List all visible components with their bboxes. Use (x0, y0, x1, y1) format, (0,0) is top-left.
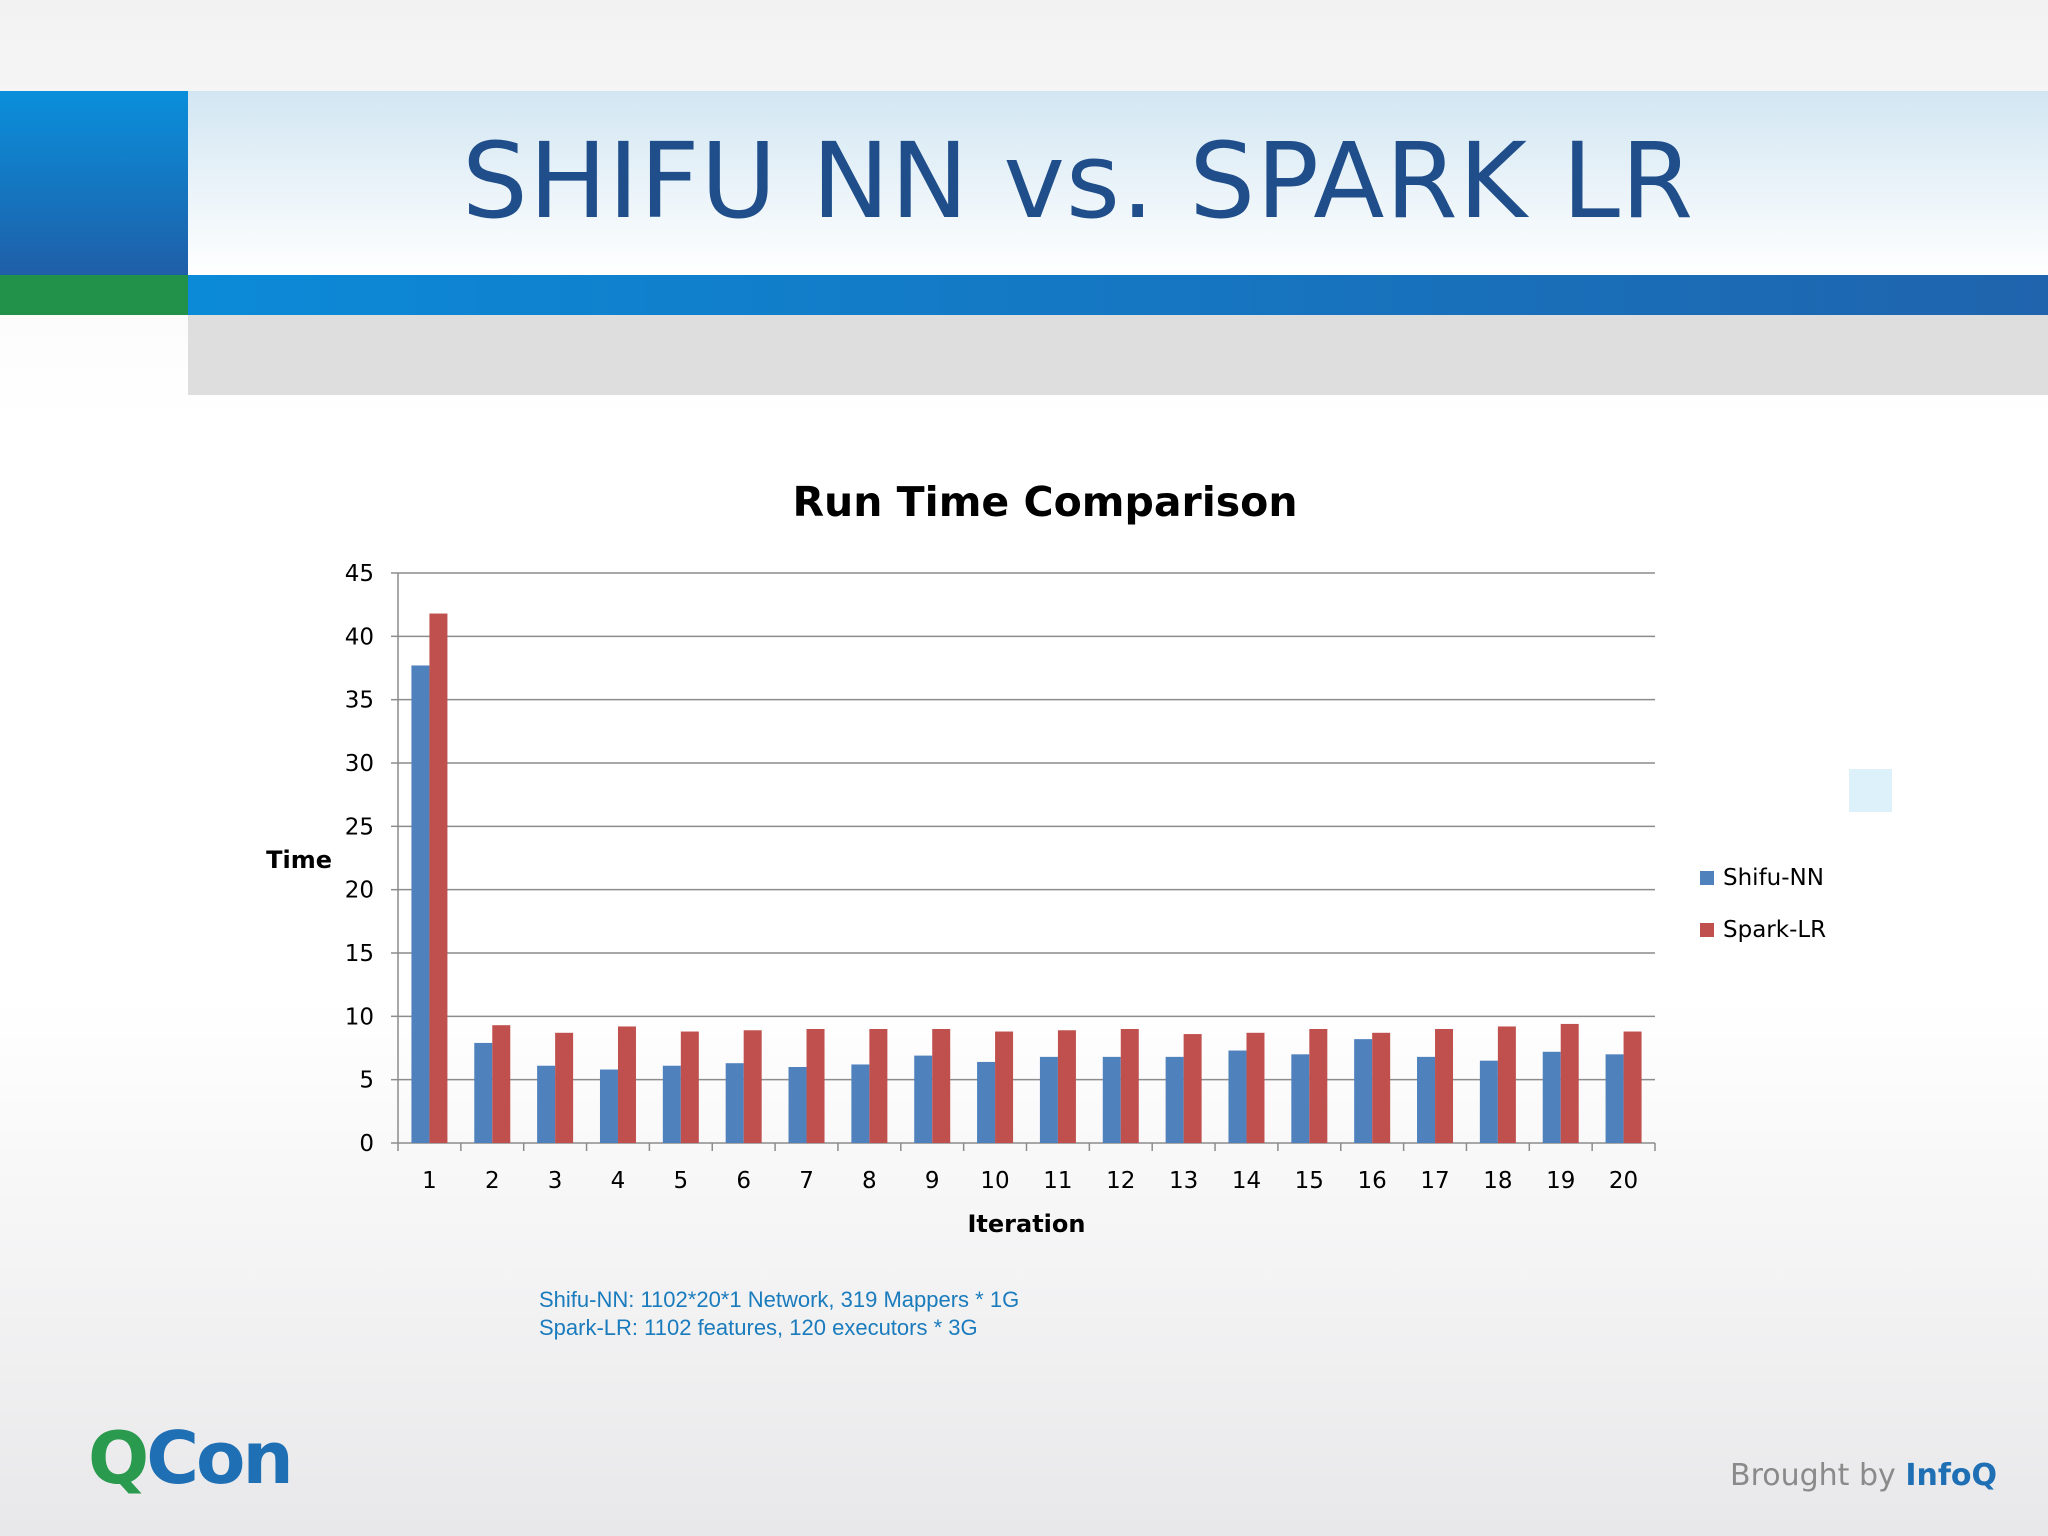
bar-shifu-nn (788, 1067, 807, 1143)
bar-shifu-nn (725, 1063, 744, 1143)
bar-spark-lr (1120, 1029, 1139, 1143)
legend-item-shifu: Shifu-NN (1700, 863, 1826, 893)
bar-shifu-nn (1417, 1056, 1436, 1143)
bar-spark-lr (743, 1030, 762, 1143)
bar-shifu-nn (474, 1042, 493, 1143)
header-accent-block (0, 91, 188, 275)
x-tick-label: 15 (1295, 1168, 1324, 1194)
bar-spark-lr (429, 613, 448, 1143)
y-tick-label: 20 (345, 878, 374, 904)
slide-title: SHIFU NN vs. SPARK LR (461, 120, 1695, 242)
legend-swatch-spark (1700, 923, 1714, 937)
x-tick-label: 20 (1609, 1168, 1638, 1194)
bar-shifu-nn (1605, 1054, 1624, 1143)
legend-swatch-shifu (1700, 871, 1714, 885)
bar-spark-lr (680, 1031, 699, 1143)
x-tick-label: 4 (611, 1168, 626, 1194)
bar-shifu-nn (1291, 1054, 1310, 1143)
y-tick-label: 40 (345, 624, 374, 650)
bar-spark-lr (932, 1029, 951, 1143)
bar-spark-lr (1372, 1032, 1391, 1143)
brought-by: Brought by InfoQ (1730, 1458, 1997, 1493)
note-shifu: Shifu-NN: 1102*20*1 Network, 319 Mappers… (539, 1287, 1020, 1312)
qcon-logo-con: Con (146, 1416, 294, 1500)
infoq-logo: InfoQ (1905, 1458, 1997, 1493)
y-tick-label: 0 (359, 1131, 374, 1157)
x-tick-label: 7 (799, 1168, 814, 1194)
note-spark: Spark-LR: 1102 features, 120 executors *… (539, 1315, 978, 1340)
x-tick-label: 2 (485, 1168, 500, 1194)
y-tick-label: 25 (345, 814, 374, 840)
x-axis-title: Iteration (968, 1210, 1086, 1238)
header-grey-band (188, 315, 2048, 395)
bar-spark-lr (1309, 1029, 1328, 1143)
bar-shifu-nn (1039, 1056, 1058, 1143)
config-notes: Shifu-NN: 1102*20*1 Network, 319 Mappers… (539, 1286, 1019, 1342)
bar-shifu-nn (411, 665, 430, 1143)
legend-label-shifu: Shifu-NN (1723, 865, 1824, 891)
bar-spark-lr (1183, 1034, 1202, 1143)
x-tick-label: 8 (862, 1168, 877, 1194)
bar-shifu-nn (1542, 1051, 1561, 1143)
x-tick-label: 13 (1169, 1168, 1198, 1194)
bar-shifu-nn (914, 1055, 933, 1143)
bar-shifu-nn (977, 1061, 996, 1143)
header-band (188, 91, 2048, 275)
bar-shifu-nn (851, 1064, 870, 1143)
decorative-square (1849, 769, 1892, 812)
y-tick-label: 45 (345, 561, 374, 587)
bar-spark-lr (1435, 1029, 1454, 1143)
x-tick-label: 18 (1483, 1168, 1512, 1194)
header-stripe (188, 275, 2048, 315)
bar-shifu-nn (1165, 1056, 1184, 1143)
bar-shifu-nn (537, 1065, 556, 1143)
bar-spark-lr (806, 1029, 825, 1143)
bar-spark-lr (1623, 1031, 1642, 1143)
brought-by-text: Brought by (1730, 1458, 1906, 1493)
x-tick-label: 5 (674, 1168, 689, 1194)
bar-shifu-nn (662, 1065, 681, 1143)
x-tick-label: 12 (1106, 1168, 1135, 1194)
bar-shifu-nn (599, 1069, 618, 1143)
x-tick-label: 11 (1043, 1168, 1072, 1194)
bar-spark-lr (1497, 1026, 1516, 1143)
x-tick-label: 19 (1546, 1168, 1575, 1194)
x-tick-label: 1 (422, 1168, 437, 1194)
x-tick-label: 6 (736, 1168, 751, 1194)
x-tick-label: 9 (925, 1168, 940, 1194)
bar-spark-lr (492, 1025, 511, 1143)
y-tick-label: 15 (345, 941, 374, 967)
bar-shifu-nn (1102, 1056, 1121, 1143)
x-tick-label: 10 (980, 1168, 1009, 1194)
bar-spark-lr (555, 1032, 574, 1143)
x-tick-label: 3 (548, 1168, 563, 1194)
qcon-logo: QCon (88, 1416, 294, 1500)
chart-title: Run Time Comparison (792, 478, 1298, 526)
bar-shifu-nn (1479, 1060, 1498, 1143)
legend-label-spark: Spark-LR (1723, 917, 1827, 943)
bar-spark-lr (1057, 1030, 1076, 1143)
x-tick-label: 14 (1232, 1168, 1261, 1194)
legend-item-spark: Spark-LR (1700, 915, 1826, 945)
y-tick-label: 30 (345, 751, 374, 777)
bar-spark-lr (617, 1026, 636, 1143)
bar-spark-lr (869, 1029, 888, 1143)
y-axis-title: Time (266, 846, 332, 874)
y-tick-label: 35 (345, 688, 374, 714)
x-tick-label: 16 (1358, 1168, 1387, 1194)
y-tick-label: 10 (345, 1004, 374, 1030)
bar-spark-lr (1246, 1032, 1265, 1143)
x-tick-label: 17 (1420, 1168, 1449, 1194)
bar-spark-lr (995, 1031, 1014, 1143)
header-accent-green (0, 275, 188, 315)
bar-shifu-nn (1354, 1039, 1373, 1143)
y-tick-label: 5 (359, 1068, 374, 1094)
bar-spark-lr (1560, 1023, 1579, 1143)
bar-shifu-nn (1228, 1050, 1247, 1143)
qcon-logo-q: Q (88, 1416, 149, 1500)
chart-legend: Shifu-NN Spark-LR (1700, 863, 1826, 967)
